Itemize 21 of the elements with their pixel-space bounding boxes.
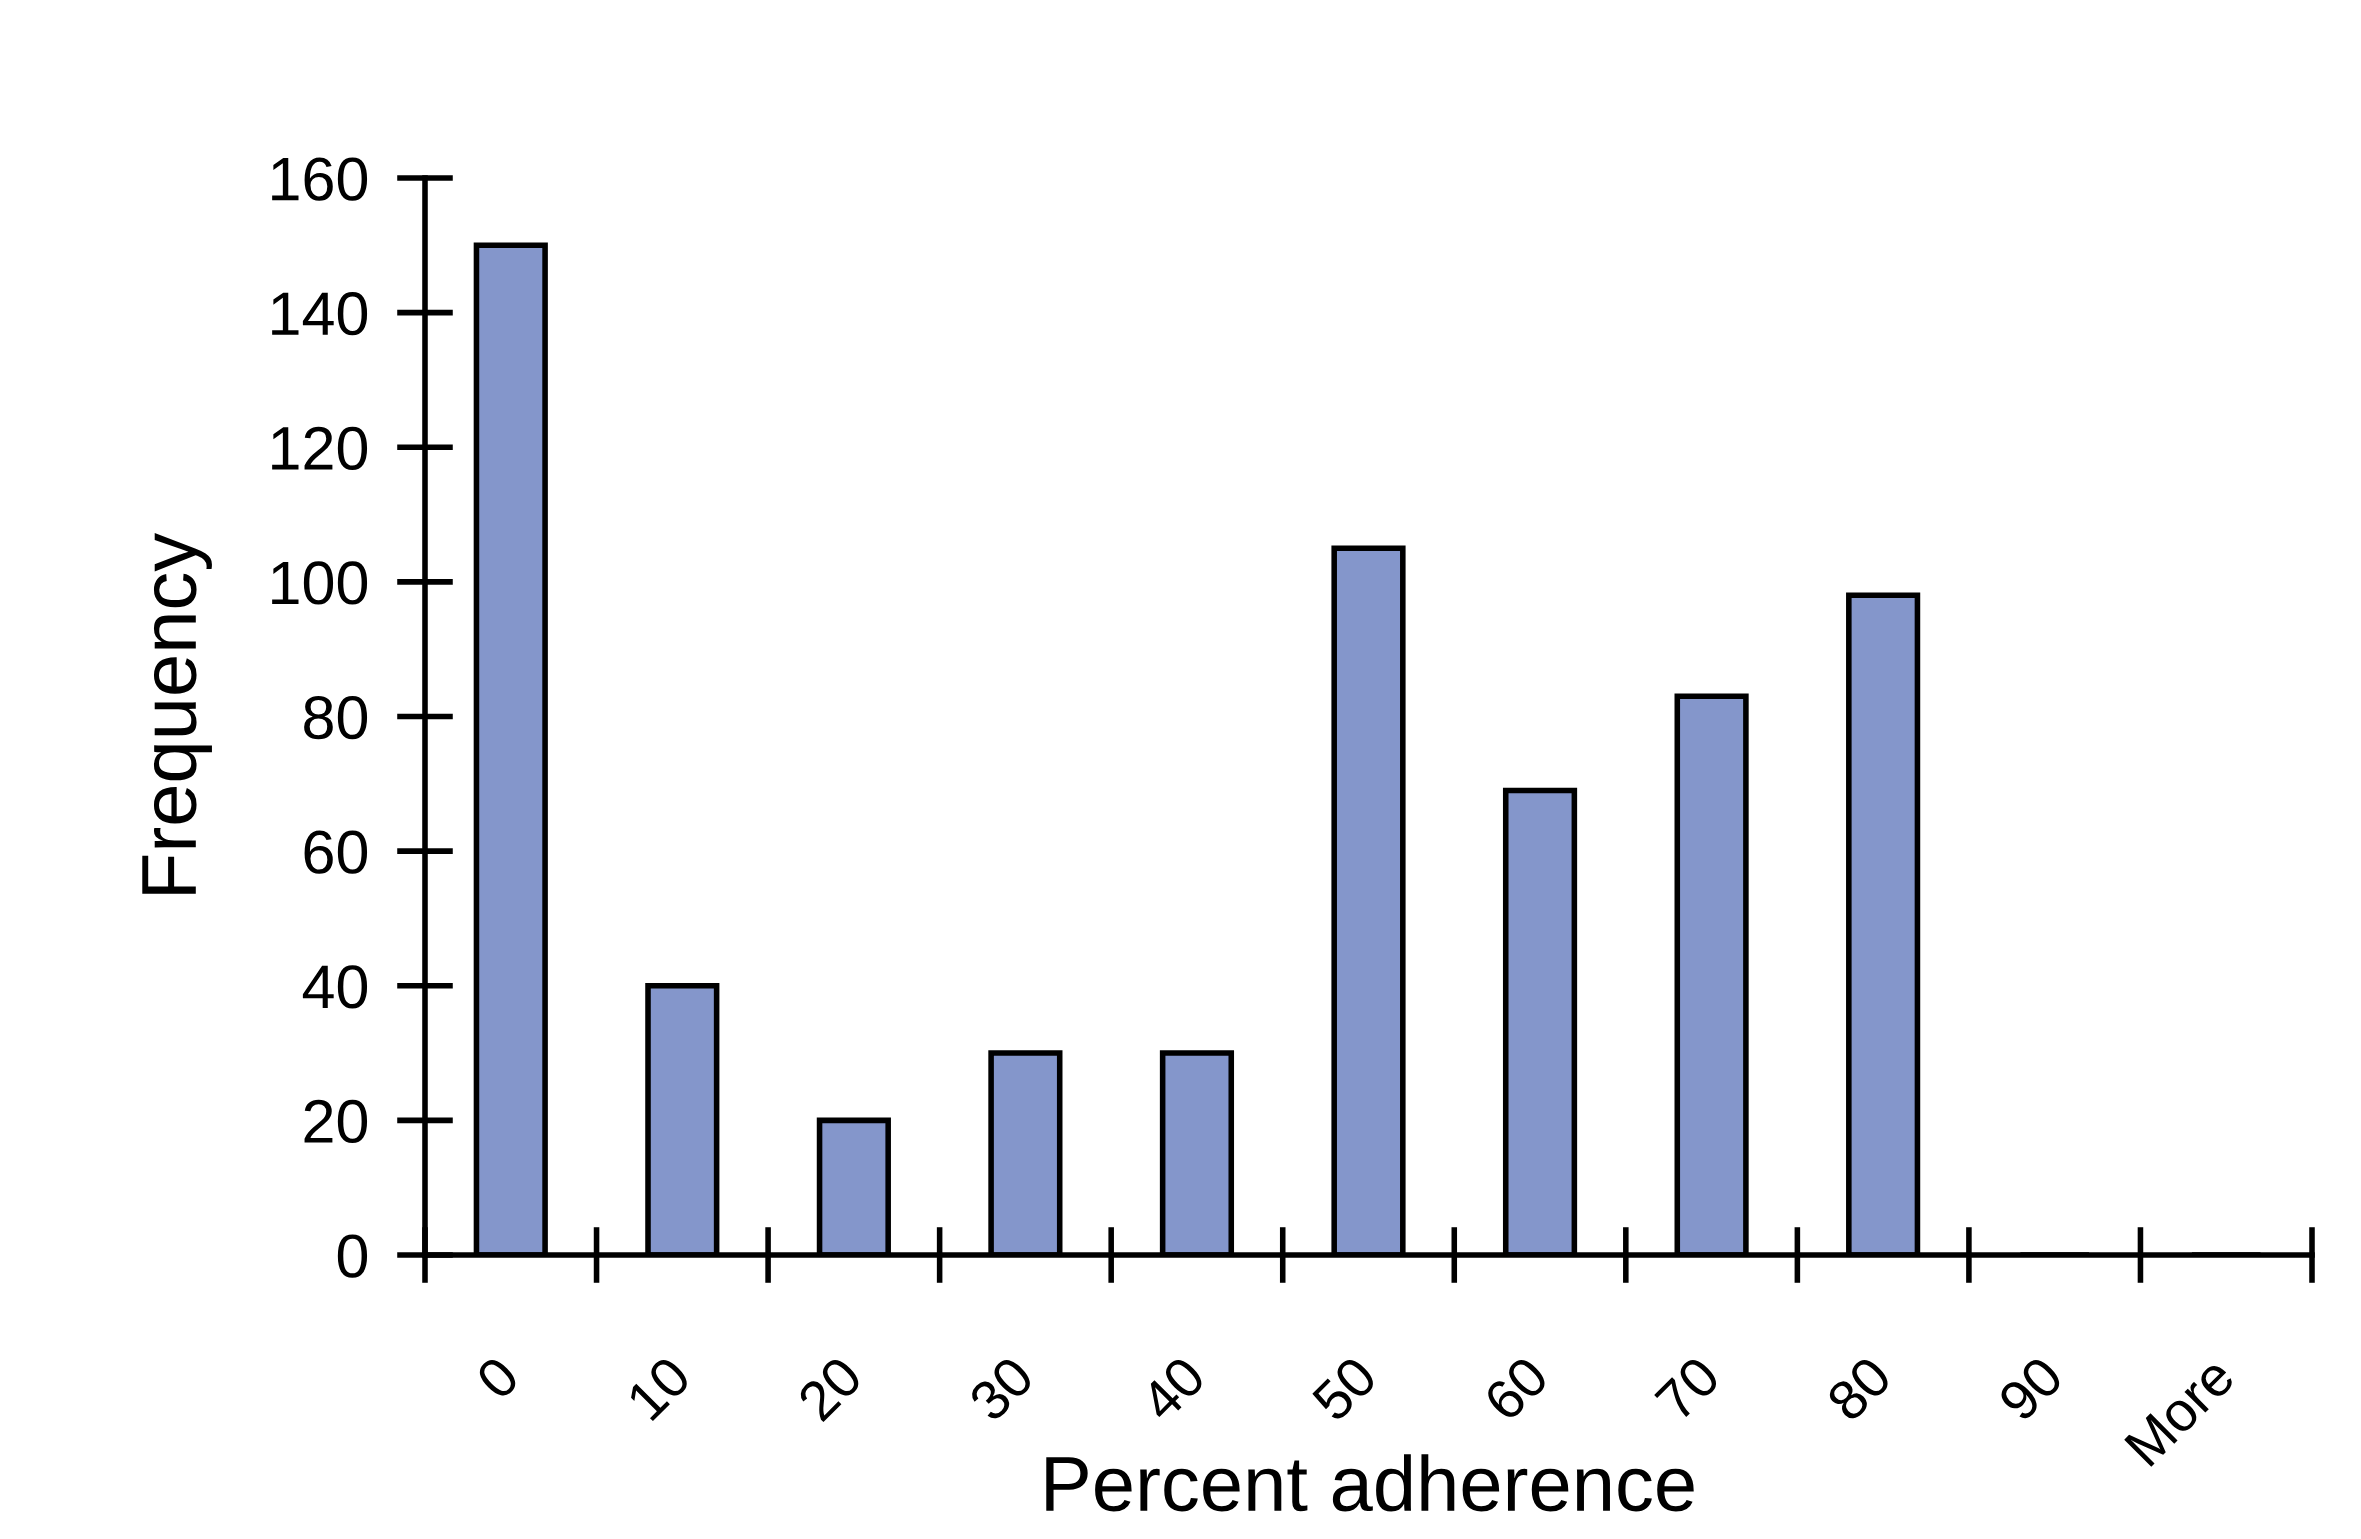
- x-tick-label: 50: [1310, 1354, 1379, 1423]
- x-tick-label: 20: [796, 1354, 865, 1423]
- x-tick-label: 40: [1138, 1354, 1208, 1424]
- x-tick-label: 80: [1825, 1354, 1894, 1423]
- y-tick-label: 60: [304, 830, 368, 874]
- x-tick-label: 90: [1996, 1354, 2065, 1423]
- y-tick-label: 80: [304, 695, 368, 740]
- x-tick-label: 70: [1653, 1354, 1722, 1423]
- y-tick-label: 140: [272, 292, 368, 336]
- y-tick-label: 0: [337, 1234, 368, 1278]
- x-tick-label: 60: [1482, 1354, 1551, 1423]
- y-tick-label: 160: [272, 157, 368, 201]
- x-axis-title: Percent adherence: [1046, 1454, 1694, 1512]
- y-tick-label: 20: [304, 1099, 368, 1144]
- y-tick-label: 40: [302, 965, 368, 1009]
- y-tick-label: 120: [272, 426, 368, 470]
- x-tick-label: 30: [967, 1354, 1036, 1423]
- y-axis-title: Frequency: [142, 532, 212, 894]
- y-tick-label: 100: [272, 561, 368, 605]
- x-tick-label: 0: [474, 1354, 521, 1402]
- x-tick-label: 10: [625, 1354, 693, 1422]
